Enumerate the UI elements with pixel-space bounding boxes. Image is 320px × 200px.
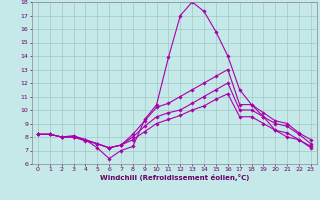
X-axis label: Windchill (Refroidissement éolien,°C): Windchill (Refroidissement éolien,°C) <box>100 174 249 181</box>
